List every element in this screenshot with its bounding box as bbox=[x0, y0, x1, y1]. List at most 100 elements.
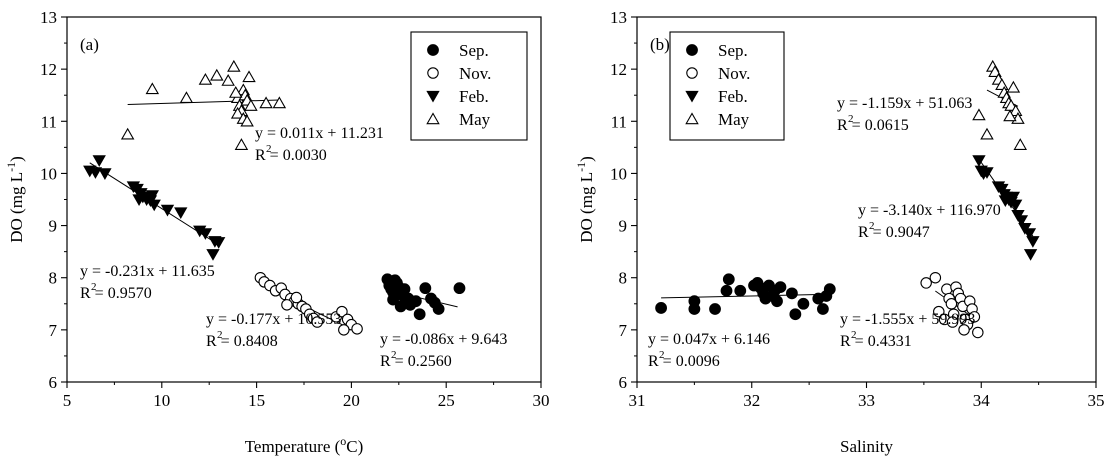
legend-marker bbox=[686, 44, 698, 56]
legend-label: May bbox=[718, 110, 750, 129]
y-tick-label: 12 bbox=[610, 60, 627, 79]
y-tick-label: 13 bbox=[610, 8, 627, 27]
legend-marker bbox=[685, 90, 699, 103]
data-point bbox=[980, 167, 994, 179]
data-point bbox=[179, 91, 194, 104]
data-point bbox=[230, 106, 245, 119]
y-axis-label-main: DO (mg L bbox=[577, 172, 596, 243]
data-point bbox=[958, 324, 970, 336]
regression-line bbox=[127, 99, 280, 106]
y-tick-label: 7 bbox=[619, 321, 628, 340]
data-point bbox=[786, 287, 798, 300]
data-point bbox=[409, 295, 422, 308]
x-tick-label: 34 bbox=[973, 391, 991, 410]
data-point bbox=[272, 96, 287, 109]
r-squared-superscript: 2 bbox=[869, 220, 875, 232]
data-point bbox=[1026, 236, 1040, 248]
data-point bbox=[797, 297, 810, 310]
data-point bbox=[720, 284, 733, 297]
r-squared-superscript: 2 bbox=[848, 113, 854, 125]
y-axis-label-tail: ) bbox=[577, 156, 596, 162]
y-tick-label: 13 bbox=[40, 8, 57, 27]
data-point bbox=[351, 323, 363, 335]
data-point bbox=[771, 295, 783, 308]
data-point bbox=[823, 283, 836, 296]
data-point bbox=[968, 311, 981, 323]
data-point bbox=[688, 303, 701, 315]
legend-label: Sep. bbox=[718, 41, 748, 60]
y-axis-label-superscript: -1 bbox=[574, 162, 588, 172]
x-tick-label: 35 bbox=[1088, 391, 1105, 410]
regression-equation: y = 0.011x + 11.231 bbox=[255, 125, 384, 142]
x-axis-label: Salinity bbox=[840, 437, 893, 456]
r-squared-label: R = 0.2560 bbox=[380, 353, 452, 370]
x-tick-label: 30 bbox=[533, 391, 550, 410]
x-tick-label: 15 bbox=[248, 391, 265, 410]
data-point bbox=[1003, 109, 1017, 122]
data-point bbox=[933, 305, 945, 318]
legend: Sep. Nov. Feb. May bbox=[669, 31, 785, 141]
legend-marker bbox=[426, 90, 440, 103]
legend-marker bbox=[685, 112, 699, 125]
x-tick-label: 5 bbox=[63, 391, 72, 410]
data-point bbox=[145, 82, 160, 95]
data-point bbox=[945, 298, 958, 310]
r-squared-label: R = 0.9570 bbox=[80, 285, 152, 302]
x-tick-label: 25 bbox=[438, 391, 455, 410]
data-point bbox=[995, 78, 1009, 90]
data-point bbox=[1008, 104, 1023, 117]
r-squared-superscript: 2 bbox=[266, 143, 272, 155]
y-tick-label: 7 bbox=[49, 321, 58, 340]
legend-marker bbox=[686, 67, 698, 79]
panel-b: 31 32 33 34 35 6 7 8 9 10 11 12 13 DO (mg L-1) Salinit… bbox=[574, 8, 1105, 456]
data-point bbox=[160, 204, 175, 217]
y-tick-label: 11 bbox=[611, 112, 627, 131]
data-point bbox=[946, 316, 959, 328]
data-point bbox=[1022, 228, 1037, 240]
data-point bbox=[88, 167, 103, 179]
x-axis-label-superscript: o bbox=[340, 434, 346, 448]
data-point bbox=[1006, 80, 1021, 93]
r-squared-superscript: 2 bbox=[217, 329, 223, 341]
x-tick-label: 20 bbox=[343, 391, 360, 410]
data-point bbox=[240, 114, 254, 127]
data-point bbox=[336, 305, 348, 318]
data-point bbox=[338, 324, 350, 336]
y-axis-label-main: DO (mg L bbox=[7, 172, 26, 243]
x-axis-label-main: Temperature ( bbox=[245, 437, 341, 456]
data-point bbox=[198, 228, 213, 240]
data-point bbox=[210, 68, 224, 81]
data-point bbox=[419, 282, 432, 295]
data-point bbox=[998, 195, 1013, 208]
data-point bbox=[394, 300, 407, 313]
x-tick-label: 32 bbox=[743, 391, 760, 410]
data-point bbox=[244, 99, 258, 111]
regression-equation: y = -3.140x + 116.970 bbox=[858, 202, 1001, 219]
data-point bbox=[734, 284, 747, 297]
y-tick-label: 11 bbox=[41, 112, 57, 131]
data-point bbox=[120, 127, 135, 140]
data-point bbox=[311, 316, 324, 328]
y-axis-label-superscript: -1 bbox=[4, 162, 18, 172]
legend-label: Sep. bbox=[459, 41, 489, 60]
data-point bbox=[145, 190, 159, 202]
r-squared-superscript: 2 bbox=[391, 349, 397, 361]
r-squared-label: R = 0.9047 bbox=[858, 224, 930, 241]
legend-label: Nov. bbox=[459, 64, 491, 83]
y-tick-label: 9 bbox=[619, 217, 628, 236]
data-point bbox=[92, 155, 106, 167]
data-point bbox=[816, 303, 829, 315]
data-point bbox=[234, 138, 249, 150]
data-point bbox=[453, 282, 466, 295]
regression-equation: y = -1.555x + 59.993 bbox=[840, 311, 975, 328]
data-point bbox=[281, 299, 293, 311]
regression-equation: y = -0.231x + 11.635 bbox=[80, 263, 215, 280]
x-axis-label-main: Salinity bbox=[840, 437, 893, 456]
legend: Sep. Nov. Feb. May bbox=[410, 31, 528, 141]
